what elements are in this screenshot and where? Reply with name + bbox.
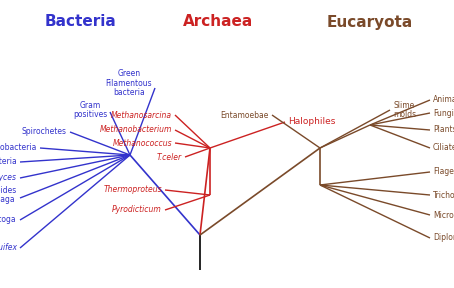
Text: Gram
positives: Gram positives (73, 101, 107, 119)
Text: Halophiles: Halophiles (288, 118, 336, 126)
Text: Spirochetes: Spirochetes (22, 128, 67, 137)
Text: Pyrodicticum: Pyrodicticum (112, 206, 162, 215)
Text: Fungi: Fungi (433, 109, 454, 118)
Text: Flagellates: Flagellates (433, 168, 454, 177)
Text: Eucaryota: Eucaryota (327, 14, 413, 29)
Text: Green
Filamentous
bacteria: Green Filamentous bacteria (105, 69, 152, 97)
Text: T.celer: T.celer (157, 153, 182, 162)
Text: Bacteroides
Cytophaga: Bacteroides Cytophaga (0, 186, 17, 204)
Text: Ciliates: Ciliates (433, 143, 454, 153)
Text: Microsporidia: Microsporidia (433, 211, 454, 219)
Text: Archaea: Archaea (183, 14, 253, 29)
Text: Slime
molds: Slime molds (393, 101, 416, 119)
Text: Planctomyces: Planctomyces (0, 173, 17, 183)
Text: Methanococcus: Methanococcus (113, 139, 172, 147)
Text: Methanobacterium: Methanobacterium (99, 126, 172, 134)
Text: Thermoproteus: Thermoproteus (104, 185, 162, 194)
Text: Plants: Plants (433, 126, 454, 134)
Text: Diplomonads: Diplomonads (433, 234, 454, 242)
Text: Proteobacteria: Proteobacteria (0, 143, 37, 153)
Text: Thermotoga: Thermotoga (0, 215, 17, 225)
Text: Animals: Animals (433, 96, 454, 105)
Text: Methanosarcina: Methanosarcina (111, 111, 172, 120)
Text: Aquifex: Aquifex (0, 243, 17, 253)
Text: Cyanobacteria: Cyanobacteria (0, 158, 17, 166)
Text: Entamoebae: Entamoebae (221, 111, 269, 120)
Text: Trichomonads: Trichomonads (433, 190, 454, 200)
Text: Bacteria: Bacteria (44, 14, 116, 29)
